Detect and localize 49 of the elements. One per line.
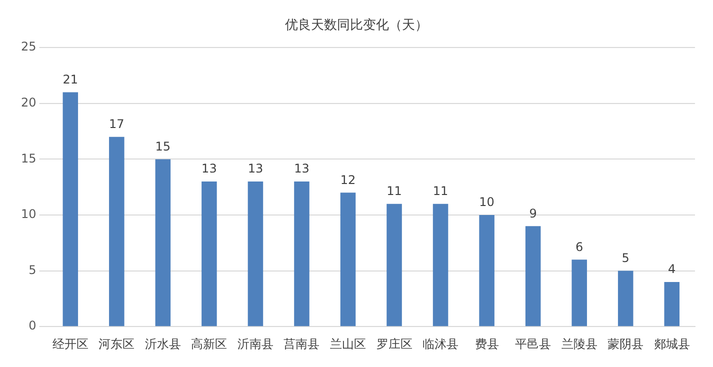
x-tick-label: 沂南县 [237,336,274,351]
chart-title: 优良天数同比变化（天） [285,18,428,34]
data-label: 13 [202,162,217,176]
x-tick-label: 郯城县 [654,336,690,351]
data-label: 10 [479,195,494,210]
data-label: 6 [576,240,584,254]
y-tick-label: 5 [28,262,36,277]
x-tick-label: 沂水县 [144,336,181,351]
data-label: 11 [432,184,448,198]
data-label: 5 [622,250,630,265]
data-label: 15 [155,139,171,154]
x-tick-label: 蒙阴县 [608,336,644,351]
x-tick-label: 高新区 [191,336,228,351]
y-tick-label: 15 [20,151,36,166]
bar [525,226,541,326]
bar [62,92,78,326]
data-label: 13 [294,162,310,176]
data-label: 13 [248,162,264,176]
bar [664,282,680,326]
x-tick-label: 罗庄区 [376,336,412,351]
y-tick-label: 0 [28,318,36,333]
bar [248,182,264,326]
x-tick-label: 兰陵县 [561,336,598,351]
bar [202,182,217,326]
x-tick-label: 临沭县 [422,336,459,351]
x-tick-label: 费县 [474,336,499,351]
x-tick-label: 河东区 [98,336,135,351]
x-tick-label: 平邑县 [515,336,552,351]
bar [479,215,494,326]
data-label: 11 [386,184,402,198]
x-tick-label: 经开区 [52,336,88,351]
y-tick-label: 20 [20,96,36,110]
bar [155,159,171,326]
data-label: 12 [340,172,356,187]
bar [340,192,356,326]
bar [432,204,448,326]
x-tick-label: 莒南县 [284,336,320,351]
y-tick-label: 25 [20,40,36,54]
y-tick-label: 10 [20,207,36,222]
bar [109,136,124,326]
bar [386,204,402,326]
bar [618,270,634,326]
x-tick-label: 兰山区 [330,336,366,351]
bar [572,260,587,326]
data-label: 17 [109,117,124,132]
data-label: 21 [62,72,78,86]
bar [294,182,310,326]
data-label: 4 [668,262,676,276]
data-label: 9 [529,206,537,220]
